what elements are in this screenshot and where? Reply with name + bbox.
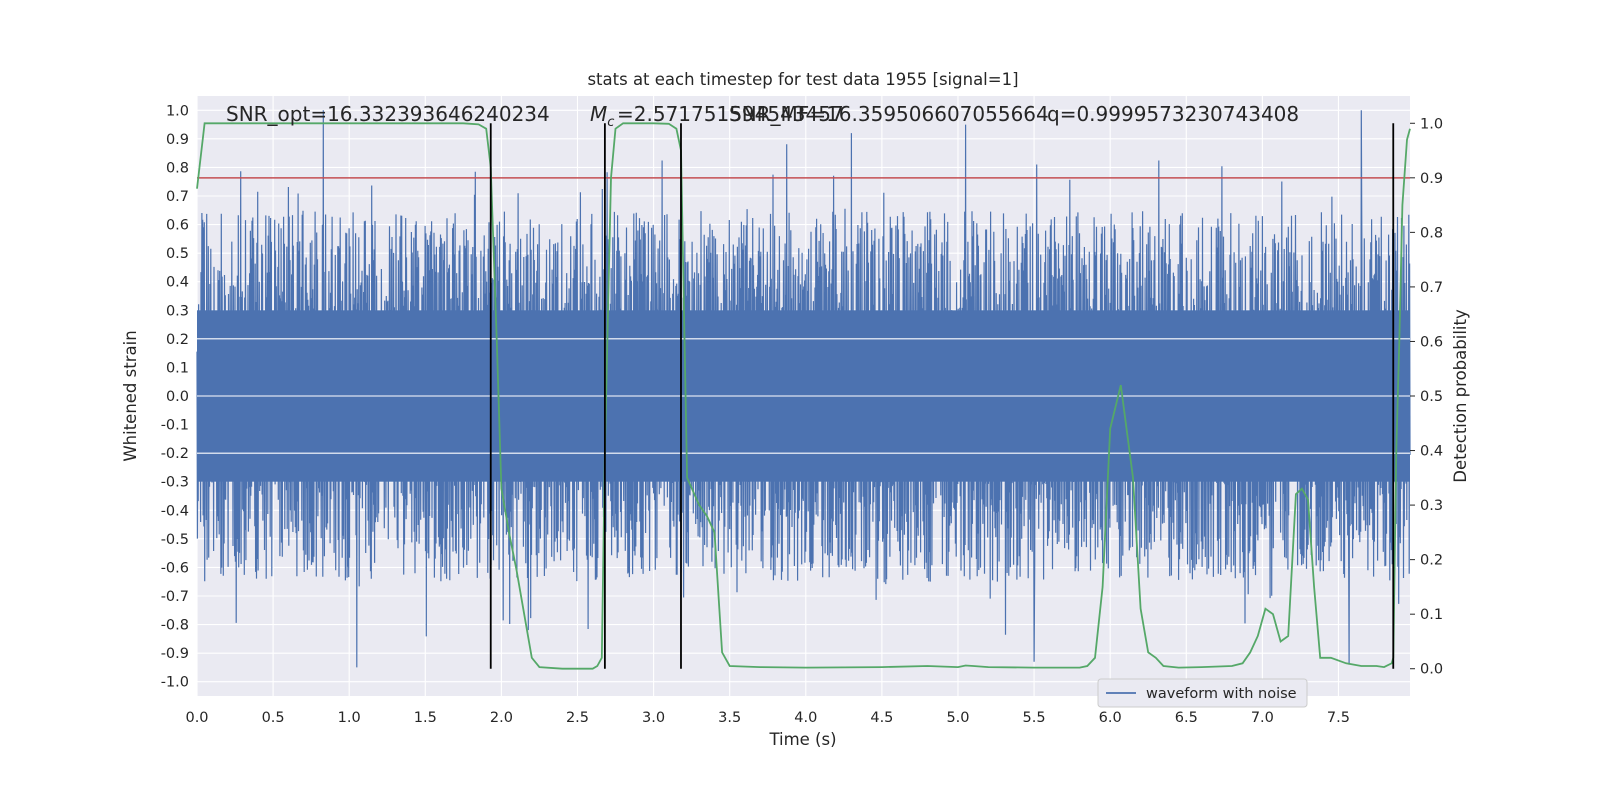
- y-tick-label: -0.7: [161, 589, 189, 605]
- y-tick-labels: 1.0 0.9 0.8 0.7 0.6 0.5 0.4 0.3 0.2 0.1 0.0 -0.1 -0.…: [161, 103, 189, 690]
- x-tick-label: 0.5: [262, 710, 285, 726]
- y2-tick-label: 0.5: [1420, 389, 1443, 405]
- probability-line: [196, 122, 1411, 670]
- y-tick-label: 0.1: [166, 360, 189, 376]
- x-tick-label: 2.0: [490, 710, 513, 726]
- y-tick-label: 1.0: [166, 103, 189, 119]
- x-tick-label: 2.5: [566, 710, 589, 726]
- x-tick-label: 7.0: [1251, 710, 1274, 726]
- x-tick-labels: 0.0 0.5 1.0 1.5 2.0 2.5 3.0 3.5 4.0 4.5 5.0 5.5 6.0 6…: [185, 710, 1350, 726]
- y2-tick-label: 1.0: [1420, 116, 1443, 132]
- y2-tick-labels: 1.0 0.9 0.8 0.7 0.6 0.5 0.4 0.3 0.2 0.1 0.0: [1410, 116, 1443, 678]
- y-tick-label: -0.3: [161, 475, 189, 491]
- y2-tick-label: 0.6: [1420, 334, 1443, 350]
- y2-tick-label: 0.1: [1420, 607, 1443, 623]
- y-tick-label: -0.8: [161, 618, 189, 634]
- legend-label-waveform: waveform with noise: [1146, 686, 1297, 702]
- x-tick-label: 4.5: [870, 710, 893, 726]
- x-tick-label: 6.0: [1099, 710, 1122, 726]
- y-tick-label: 0.2: [166, 332, 189, 348]
- y2-tick-label: 0.3: [1420, 498, 1443, 514]
- legend-box: [1097, 678, 1308, 708]
- x-tick-label: 1.0: [338, 710, 361, 726]
- y-tick-label: -0.5: [161, 532, 189, 548]
- annotation-mc-symbol: Mc: [590, 102, 614, 130]
- y-tick-label: 0.7: [166, 189, 189, 205]
- y2-tick-label: 0.7: [1420, 280, 1443, 296]
- y2-tick-label: 0.0: [1420, 662, 1443, 678]
- y-tick-label: 0.9: [166, 132, 189, 148]
- x-tick-label: 1.5: [414, 710, 437, 726]
- annotation-snr-mf: SNR_MF=16.359506607055664: [729, 102, 1049, 126]
- x-axis-label: Time (s): [768, 730, 836, 749]
- chart-title: stats at each timestep for test data 195…: [587, 70, 1018, 89]
- y-tick-label: -0.9: [161, 646, 189, 662]
- y2-axis-label: Detection probability: [1451, 309, 1470, 483]
- y-tick-label: 0.0: [166, 389, 189, 405]
- x-tick-label: 5.0: [946, 710, 969, 726]
- x-tick-label: 0.0: [185, 710, 208, 726]
- x-tick-label: 3.0: [642, 710, 665, 726]
- y-tick-label: -0.2: [161, 446, 189, 462]
- x-tick-label: 6.5: [1175, 710, 1198, 726]
- annotation-q: q=0.9999573230743408: [1047, 102, 1299, 126]
- y-tick-label: 0.5: [166, 246, 189, 262]
- y-tick-label: -0.4: [161, 503, 189, 519]
- y2-tick-label: 0.4: [1420, 444, 1443, 460]
- y2-tick-label: 0.2: [1420, 553, 1443, 569]
- x-tick-label: 3.5: [718, 710, 741, 726]
- y-axis-label: Whitened strain: [121, 330, 140, 461]
- y-tick-label: 0.3: [166, 303, 189, 319]
- y-tick-label: -1.0: [161, 675, 189, 691]
- x-tick-label: 7.5: [1327, 710, 1350, 726]
- x-tick-label: 4.0: [794, 710, 817, 726]
- y-tick-label: 0.8: [166, 160, 189, 176]
- waveform-series: [196, 110, 1411, 668]
- y2-tick-label: 0.8: [1420, 225, 1443, 241]
- y-tick-label: 0.4: [166, 275, 189, 291]
- annotation-snr-opt: SNR_opt=16.332393646240234: [226, 102, 550, 126]
- annotation-mc: Mc =2.571751594543457: [590, 102, 844, 130]
- y-tick-label: -0.1: [161, 418, 189, 434]
- probability-series: [196, 122, 1411, 670]
- y-tick-label: 0.6: [166, 218, 189, 234]
- y2-tick-label: 0.9: [1420, 171, 1443, 187]
- annotation-mc-value: =2.571751594543457: [617, 102, 844, 126]
- y-tick-label: -0.6: [161, 560, 189, 576]
- event-markers: [489, 123, 1395, 669]
- x-tick-label: 5.5: [1023, 710, 1046, 726]
- legend: waveform with noise: [1097, 678, 1308, 708]
